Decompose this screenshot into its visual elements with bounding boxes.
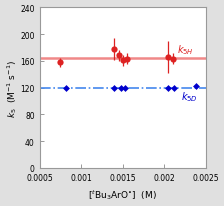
X-axis label: $[{^t}\mathrm{Bu_3ArO^{\bullet}}]$  (M): $[{^t}\mathrm{Bu_3ArO^{\bullet}}]$ (M) (88, 187, 157, 201)
Text: $\it{k}$$_{5D}$: $\it{k}$$_{5D}$ (181, 89, 198, 103)
Y-axis label: $k_5$  (M$^{-1}$ s$^{-1}$): $k_5$ (M$^{-1}$ s$^{-1}$) (5, 59, 19, 117)
Text: $\it{k}$$_{5H}$: $\it{k}$$_{5H}$ (177, 43, 194, 56)
